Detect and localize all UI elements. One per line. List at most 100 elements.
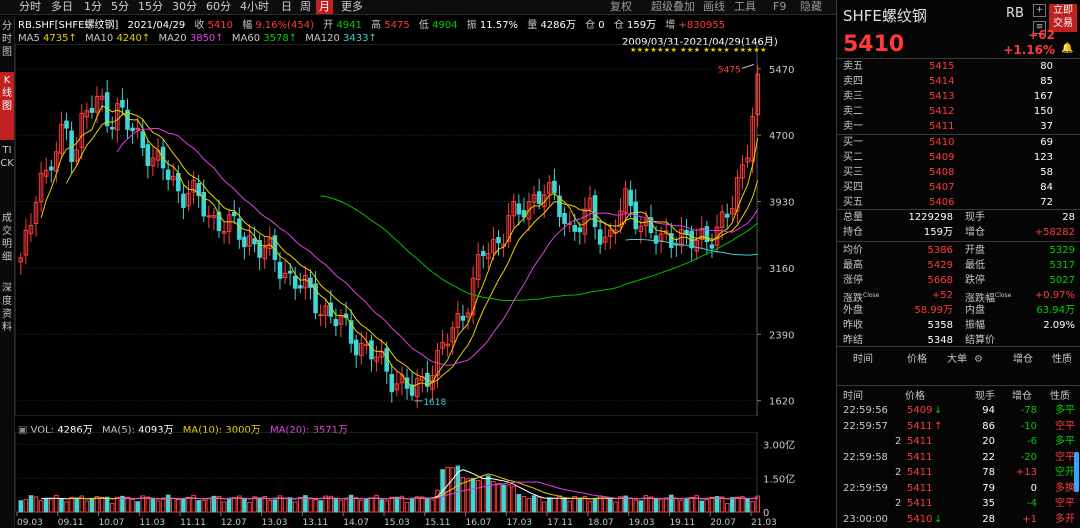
period-tab-5min[interactable]: 5分 <box>111 0 129 13</box>
period-tab-30min[interactable]: 30分 <box>172 0 197 13</box>
bid-row[interactable]: 买二 5409 123 <box>837 150 1080 165</box>
vtab-tick[interactable]: TICK <box>0 145 14 169</box>
ask-row[interactable]: 卖四 5414 85 <box>837 74 1080 89</box>
vtab-timeshare[interactable]: 分时图 <box>2 21 12 58</box>
vol-ma20-label: MA(20): <box>270 425 310 436</box>
add-icon[interactable]: + <box>1033 4 1046 17</box>
bid-level-label: 买二 <box>843 152 863 163</box>
candle-body <box>303 275 308 289</box>
candle-body <box>730 208 735 215</box>
tick-price: 5411 <box>907 436 933 447</box>
ask-row[interactable]: 卖二 5412 150 <box>837 104 1080 119</box>
period-tab-60min[interactable]: 60分 <box>206 0 231 13</box>
close-value: 5410 <box>207 20 234 31</box>
overlay-button[interactable]: 超级叠加 <box>651 0 695 13</box>
volume-settings-icon[interactable]: ▣ <box>18 425 28 436</box>
volume-bar <box>460 476 466 513</box>
candle-body <box>755 73 760 116</box>
adjust-button[interactable]: 复权 <box>610 0 632 13</box>
stats-row: 外盘 58.99万 内盘 63.94万 <box>837 303 1080 318</box>
volume-bar <box>516 494 522 513</box>
ask-price: 5414 <box>929 76 955 87</box>
tick-row[interactable]: 22:59:58 5411 22 -20 空平 <box>837 450 1080 465</box>
tick-time: 2 <box>895 436 902 447</box>
alert-bell-icon[interactable]: 🔔 <box>1061 43 1074 54</box>
volume-legend: ▣ VOL: 4286万 MA(5): 4093万 MA(10): 3000万 … <box>18 421 348 436</box>
tools-button[interactable]: 工具 <box>734 0 756 13</box>
period-tab-15min[interactable]: 15分 <box>138 0 163 13</box>
volume-bar <box>663 498 669 513</box>
ask-row[interactable]: 卖三 5413 167 <box>837 89 1080 104</box>
candle-body <box>292 275 298 289</box>
tick-scrollbar[interactable] <box>1074 452 1079 492</box>
ask-row[interactable]: 卖一 5411 37 <box>837 119 1080 134</box>
open-value: 4941 <box>336 20 362 31</box>
volume-bar <box>414 496 420 513</box>
candle-body <box>409 384 415 396</box>
gear-icon[interactable]: ⚙ <box>974 354 983 365</box>
bid-row[interactable]: 买四 5407 84 <box>837 180 1080 195</box>
candle-body <box>450 327 456 343</box>
ma20-label: MA20 <box>158 33 187 44</box>
period-tab-1min[interactable]: 1分 <box>84 0 102 13</box>
candle-body <box>460 315 466 321</box>
date-tick-label: 20.07 <box>710 518 736 528</box>
bid-row[interactable]: 买五 5406 72 <box>837 195 1080 210</box>
period-tab-multiday[interactable]: 多日 <box>51 0 73 13</box>
vtab-trade-detail[interactable]: 成交明细 <box>2 213 12 263</box>
volume-bar <box>28 495 34 513</box>
hide-button[interactable]: 隐藏 <box>800 0 822 13</box>
volume-bar <box>445 466 450 513</box>
stat-value: +58282 <box>1034 227 1075 238</box>
candle-body <box>221 231 227 234</box>
tick-row[interactable]: 23:00:00 5410 ↓ 28 +1 多开 <box>837 512 1080 527</box>
tick-row[interactable]: 22:59:56 5409 ↓ 94 -78 多平 <box>837 403 1080 418</box>
period-tab-4hour[interactable]: 4小时 <box>240 0 269 13</box>
volume-bar <box>48 498 54 513</box>
period-tab-month[interactable]: 月 <box>316 0 333 14</box>
ask-level-label: 卖四 <box>843 76 863 87</box>
period-tab-week[interactable]: 周 <box>300 0 311 13</box>
volume-bar <box>54 494 59 513</box>
volume-bar <box>115 496 120 513</box>
volume-bar <box>267 500 273 513</box>
volume-chart[interactable]: 3.00亿 1.50亿 0 09.03 09.11 10.07 11.03 11.11 12.0… <box>15 432 836 528</box>
volume-bar <box>470 477 476 513</box>
trade-now-button[interactable]: 立即交易 <box>1049 4 1077 32</box>
kline-chart[interactable]: 5470 4700 3930 3160 2390 1620 5475 1618 ★★★★★★★ … <box>15 44 836 416</box>
candle-body <box>277 261 283 279</box>
vtab-kline[interactable]: K线图 <box>0 72 14 140</box>
volume-tick-label: 1.50亿 <box>763 472 795 485</box>
tick-nature: 空平 <box>1055 420 1075 432</box>
f9-button[interactable]: F9 <box>773 0 787 13</box>
price-tick-label: 4700 <box>769 131 794 142</box>
bid-row[interactable]: 买三 5408 58 <box>837 165 1080 180</box>
tick-row[interactable]: 22:59:57 5411 ↑ 86 -10 空平 <box>837 419 1080 434</box>
tick-row[interactable]: 2 5411 78 +13 空开 <box>837 465 1080 480</box>
tick-arrow-icon: ↓ <box>934 405 943 416</box>
oi-change-value: 0 <box>598 20 605 31</box>
ask-row[interactable]: 卖五 5415 80 <box>837 59 1080 74</box>
stat-value: 58.99万 <box>914 305 953 316</box>
volume-bar <box>638 500 644 513</box>
vtab-depth-data[interactable]: 深度资料 <box>2 283 12 333</box>
tick-row[interactable]: 2 5411 35 -4 空平 <box>837 496 1080 511</box>
stat-value: +52 <box>931 290 953 301</box>
stat-value: 2.09% <box>1043 320 1075 331</box>
volume-bar <box>674 498 679 513</box>
volume-bar <box>536 496 542 513</box>
menu-icon[interactable]: ≡ <box>1033 21 1046 34</box>
draw-line-button[interactable]: 画线 <box>703 0 725 13</box>
tick-header-increase: 增仓 <box>1012 391 1032 402</box>
tick-row[interactable]: 22:59:59 5411 79 0 多换 <box>837 481 1080 496</box>
header-big-order[interactable]: 大单 <box>947 354 967 365</box>
candle-body <box>521 210 527 218</box>
bid-row[interactable]: 买一 5410 69 <box>837 135 1080 150</box>
tick-row[interactable]: 2 5411 20 -6 多平 <box>837 434 1080 449</box>
period-tab-more[interactable]: 更多 <box>341 0 363 13</box>
period-tab-day[interactable]: 日 <box>281 0 292 13</box>
candle-body <box>516 203 522 215</box>
open-interest-value: 159万 <box>627 20 657 31</box>
stat-label: 昨结 <box>843 335 863 346</box>
period-tab-timeshare[interactable]: 分时 <box>19 0 41 13</box>
